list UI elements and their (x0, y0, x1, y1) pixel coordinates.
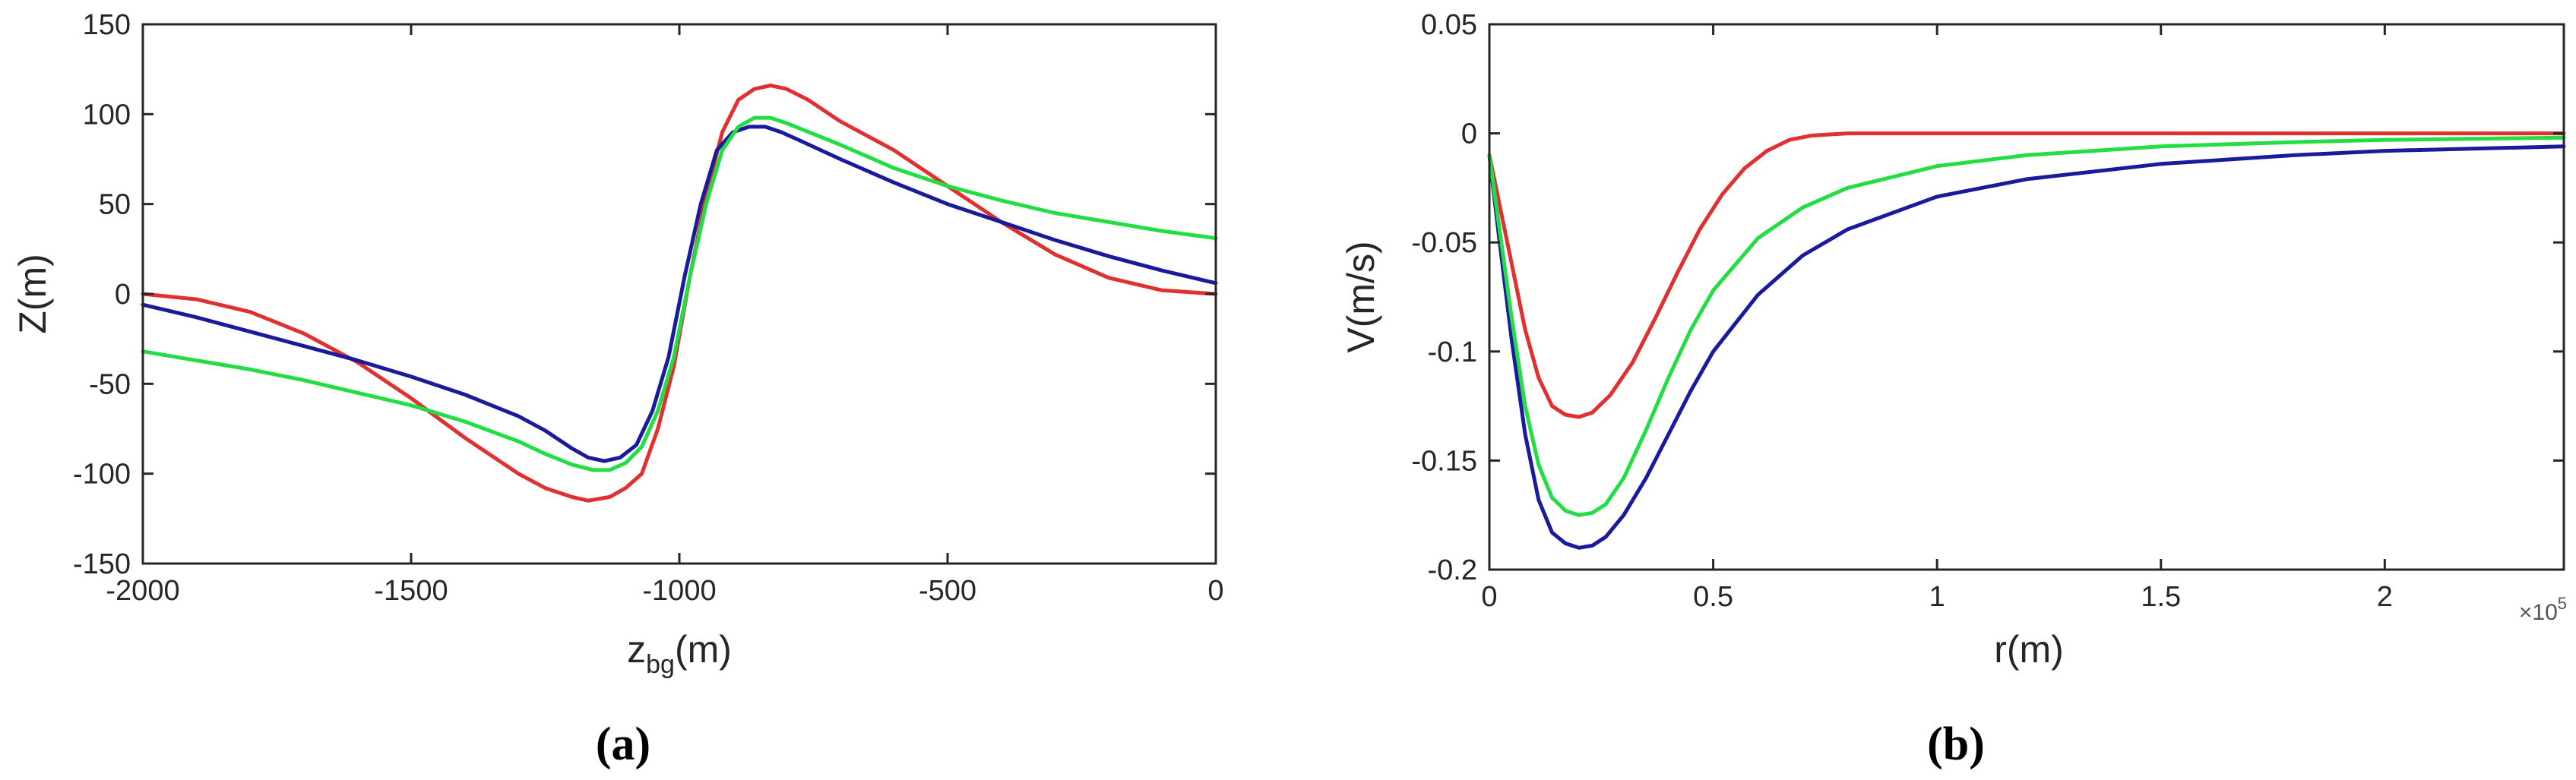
panel-b-y-tick-label: -0.05 (1411, 227, 1477, 259)
panel-a-x-tick-label: -1000 (642, 575, 716, 607)
panel-a-x-tick-label: 0 (1207, 575, 1223, 607)
panel-a-y-tick-label: 150 (83, 9, 131, 41)
panel-b-series-red-line (1487, 131, 2566, 419)
panel-a-series-group (141, 84, 1218, 503)
panel-b-caption: (b) (1927, 718, 1985, 770)
panel-b-x-multiplier-exponent: 5 (2558, 594, 2567, 613)
panel-b-x-tick-label: 1.5 (2141, 581, 2181, 613)
panel-a-x-label-subscript: bg (646, 650, 675, 679)
panel-b-x-multiplier-base: ×10 (2519, 600, 2558, 625)
panel-a-x-label-main: z (627, 628, 646, 671)
panel-b-x-multiplier: ×105 (2519, 594, 2567, 625)
panel-b-x-axis-label: r(m) (1994, 628, 2064, 671)
panel-a-y-tick-label: -100 (73, 459, 131, 491)
panel-b-series-green-line (1487, 135, 2566, 517)
panel-a-x-axis-label: zbg(m) (627, 628, 732, 679)
panel-a-y-tick-label: -50 (89, 368, 131, 400)
panel-a-y-tick-label: -150 (73, 548, 131, 580)
panel-a-x-tick-label: -500 (919, 575, 976, 607)
panel-a-y-tick-label: 100 (83, 99, 131, 131)
panel-b-plot-frame (1488, 23, 2565, 571)
panel-b-y-axis-label: V(m/s) (1340, 241, 1382, 352)
panel-b-series-group (1487, 131, 2566, 550)
panel-b-y-tick-label: 0.05 (1421, 9, 1477, 41)
panel-a-x-label-unit: (m) (675, 628, 732, 671)
panel-b-y-tick-label: 0 (1461, 118, 1477, 150)
panel-a-y-axis-label: Z(m) (11, 254, 54, 334)
panel-b-x-tick-label: 0.5 (1693, 581, 1733, 613)
panel-a-y-tick-label: 0 (115, 279, 131, 311)
panel-a-series-green-line (141, 115, 1218, 472)
panel-b-y-tick-label: -0.15 (1411, 445, 1477, 477)
panel-b-x-tick-label: 2 (2377, 581, 2393, 613)
panel-a-series-red-line (141, 84, 1218, 503)
panel-a-y-tick-label: 50 (99, 189, 131, 221)
panel-a-chart: -2000 -1500 -1000 -500 0-150-100-50050100150… (11, 9, 1224, 770)
panel-a-x-tick-label: -2000 (106, 575, 179, 607)
panel-a-caption: (a) (596, 718, 650, 770)
panel-b-y-tick-label: -0.2 (1428, 554, 1477, 586)
panel-a-x-tick-label: -1500 (374, 575, 448, 607)
panel-a-series-blue-line (141, 125, 1218, 463)
panel-b-series-blue-line (1487, 144, 2566, 550)
panel-b-x-tick-label: 1 (1929, 581, 1945, 613)
panel-b-y-tick-label: -0.1 (1428, 336, 1477, 368)
panel-b-ticks: 0 0.5 1 1.5 2 -0.2 -0.15 -0.1 -0.05 0 0.05 (1411, 9, 2564, 613)
panel-b-x-tick-label: 0 (1481, 581, 1497, 613)
